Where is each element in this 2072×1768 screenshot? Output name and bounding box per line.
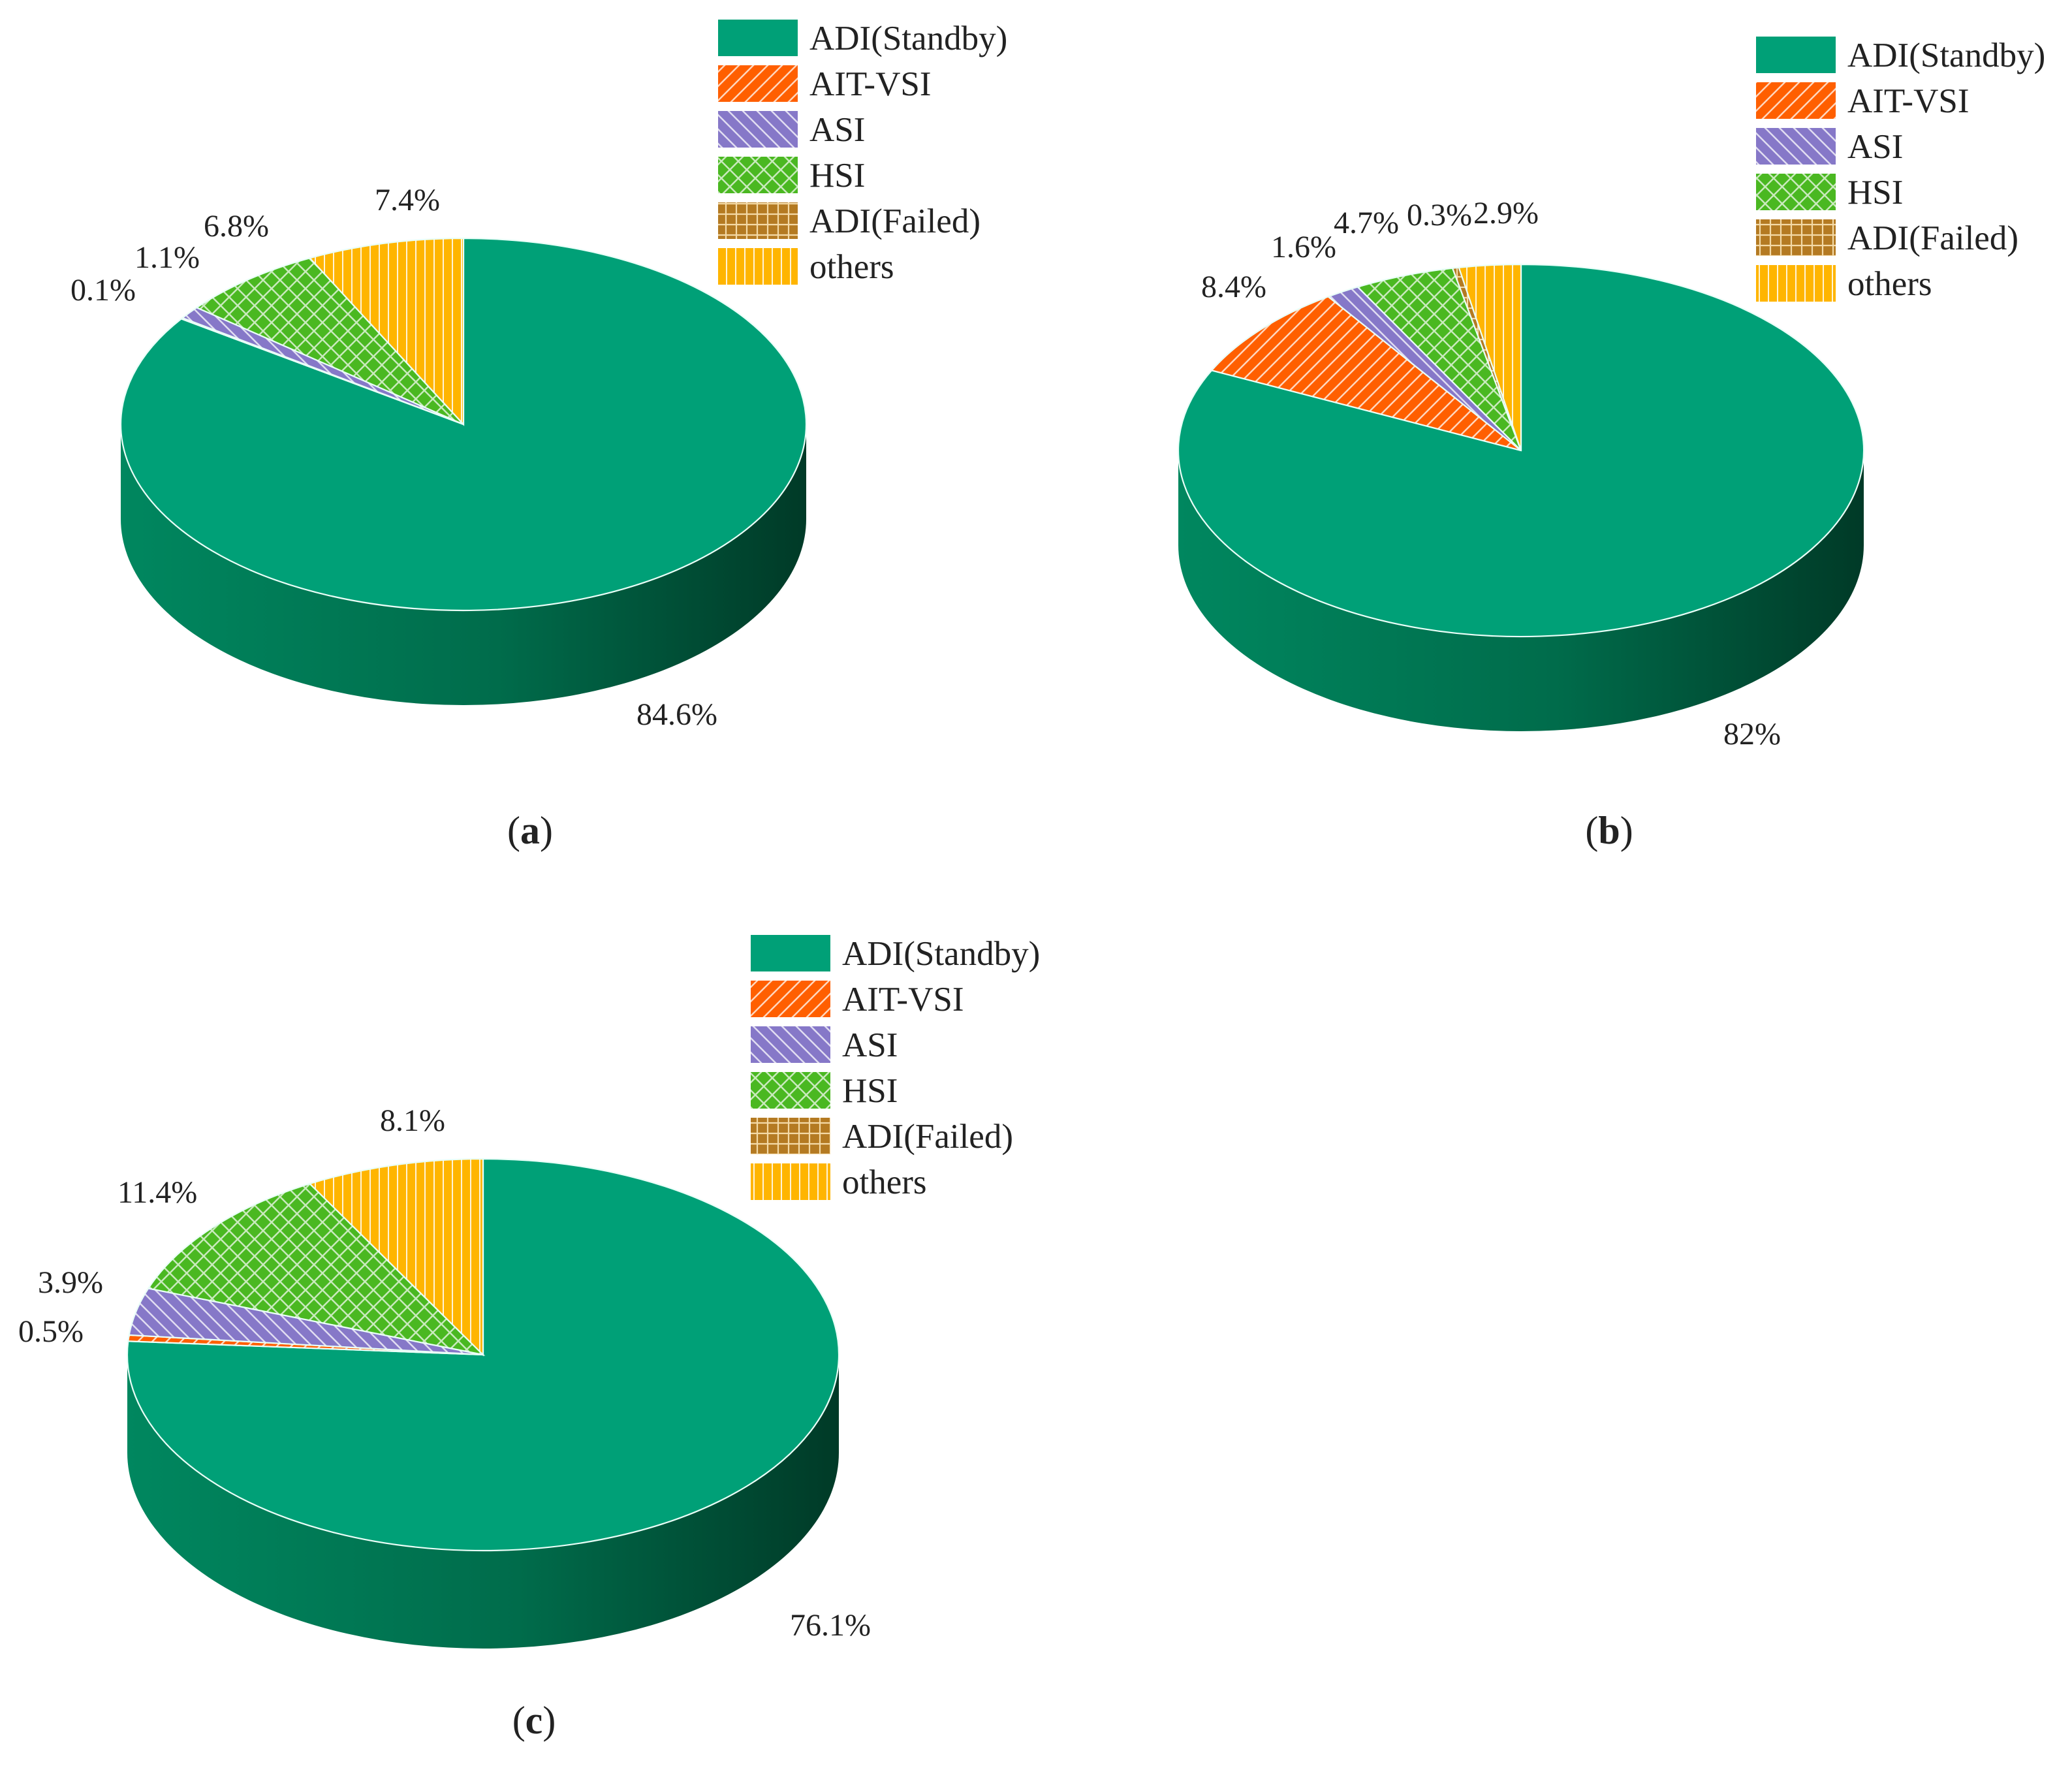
pie-slice-hsi xyxy=(195,257,464,426)
legend-swatch-hsi xyxy=(1756,174,1836,210)
legend: ADI(Standby) AIT-VSI ASI HSI ADI(Failed) othe… xyxy=(718,20,1007,286)
legend-label-others: others xyxy=(809,248,894,286)
chart-caption: (c) xyxy=(512,1699,556,1742)
pct-label-others: 2.9% xyxy=(1473,196,1539,230)
pie-slice-hsi xyxy=(1356,267,1522,451)
pct-label-adi-failed: 0.3% xyxy=(1407,198,1472,232)
legend-swatch-adi-standby xyxy=(751,935,830,971)
pct-label-hsi: 11.4% xyxy=(118,1175,197,1210)
legend-label-adi-standby: ADI(Standby) xyxy=(842,935,1040,973)
legend-label-adi-failed: ADI(Failed) xyxy=(842,1118,1013,1156)
legend: ADI(Standby) AIT-VSI ASI HSI ADI(Failed) othe… xyxy=(1756,37,2045,303)
pct-label-asi: 3.9% xyxy=(38,1265,103,1300)
pie-slice-others xyxy=(308,1158,484,1357)
legend-swatch-adi-standby xyxy=(718,20,798,56)
pct-label-others: 7.4% xyxy=(375,183,440,217)
pct-label-adi-standby: 76.1% xyxy=(790,1608,871,1643)
pct-label-ait-vsi: 0.1% xyxy=(71,273,136,308)
legend-label-others: others xyxy=(1847,265,1932,303)
legend-swatch-others xyxy=(718,248,798,285)
pct-label-ait-vsi: 8.4% xyxy=(1201,270,1266,304)
pie-side-wall xyxy=(127,1355,839,1649)
legend-label-others: others xyxy=(842,1163,927,1201)
chart-caption: (b) xyxy=(1585,809,1633,852)
pct-label-ait-vsi: 0.5% xyxy=(18,1314,84,1349)
legend-swatch-others xyxy=(751,1163,830,1200)
pie-chart-b: 82% 8.4%1.6%4.7% 0.3% 2.9% ADI(Standby) AIT-V… xyxy=(1177,37,2045,852)
legend-swatch-adi-standby xyxy=(1756,37,1836,73)
legend-label-ait-vsi: AIT-VSI xyxy=(1847,82,1969,120)
pie-slice-others xyxy=(1458,263,1522,451)
legend-label-adi-failed: ADI(Failed) xyxy=(1847,219,2018,257)
pie-chart-a: 84.6% 0.1%1.1%6.8% 7.4% ADI(Standby) AIT-VSI… xyxy=(71,20,1007,852)
pct-label-adi-standby: 84.6% xyxy=(636,697,717,732)
legend-label-ait-vsi: AIT-VSI xyxy=(809,65,931,103)
legend-swatch-hsi xyxy=(718,157,798,193)
pie-slice-ait-vsi xyxy=(1210,296,1522,452)
chart-caption: (a) xyxy=(507,809,553,852)
legend-swatch-adi-failed xyxy=(1756,219,1836,256)
legend-swatch-adi-failed xyxy=(718,202,798,239)
pie-chart-c: 76.1% 0.5% 3.9% 11.4% 8.1% ADI(Standby) AIT-VS… xyxy=(18,935,1040,1742)
legend-swatch-asi xyxy=(1756,128,1836,165)
pct-label-asi: 1.1% xyxy=(134,240,200,275)
legend-swatch-asi xyxy=(751,1026,830,1063)
pie-side-wall xyxy=(121,424,806,705)
legend-label-asi: ASI xyxy=(809,111,865,149)
pct-label-adi-standby: 82% xyxy=(1723,717,1781,751)
legend-label-hsi: HSI xyxy=(1847,174,1903,212)
pct-label-hsi: 6.8% xyxy=(204,209,269,244)
legend-swatch-hsi xyxy=(751,1072,830,1109)
legend-swatch-ait-vsi xyxy=(718,65,798,102)
pct-label-hsi: 4.7% xyxy=(1334,206,1399,240)
legend: ADI(Standby) AIT-VSI ASI HSI ADI(Failed) othe… xyxy=(751,935,1040,1201)
legend-swatch-adi-failed xyxy=(751,1118,830,1154)
legend-label-adi-failed: ADI(Failed) xyxy=(809,202,981,240)
legend-swatch-ait-vsi xyxy=(751,981,830,1017)
legend-label-ait-vsi: AIT-VSI xyxy=(842,981,964,1018)
pct-label-asi: 1.6% xyxy=(1271,230,1336,264)
pie-slice-hsi xyxy=(147,1182,486,1356)
legend-label-adi-standby: ADI(Standby) xyxy=(1847,37,2045,74)
legend-swatch-asi xyxy=(718,111,798,148)
legend-label-hsi: HSI xyxy=(809,157,865,195)
pie-slice-others xyxy=(308,237,465,426)
pct-label-others: 8.1% xyxy=(380,1103,445,1138)
pie-side-wall xyxy=(1178,450,1864,731)
legend-swatch-ait-vsi xyxy=(1756,82,1836,119)
legend-label-asi: ASI xyxy=(1847,128,1903,166)
legend-label-asi: ASI xyxy=(842,1026,898,1064)
legend-swatch-others xyxy=(1756,265,1836,302)
legend-label-adi-standby: ADI(Standby) xyxy=(809,20,1007,57)
legend-label-hsi: HSI xyxy=(842,1072,898,1110)
